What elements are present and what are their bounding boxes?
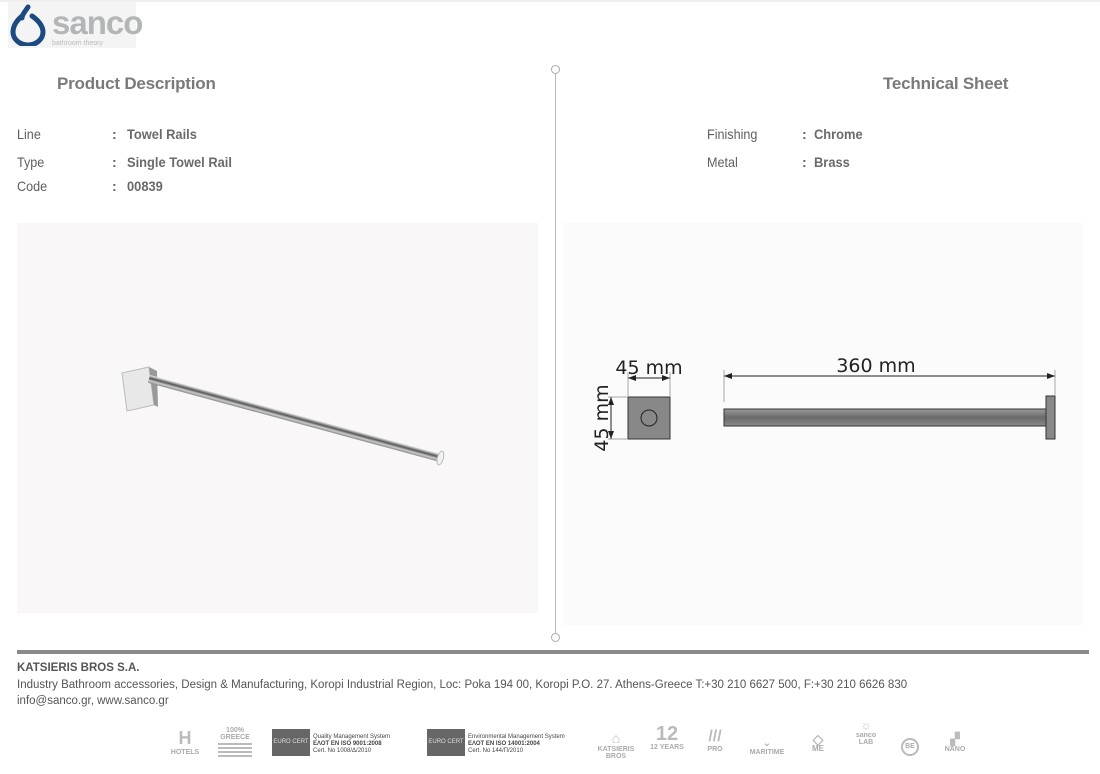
divider-dot (551, 65, 560, 74)
iso-9001-text: Quality Management System EΛΟΤ EN ISO 900… (313, 734, 391, 754)
dim-width: 45 mm (615, 357, 682, 379)
dim-height: 45 mm (591, 384, 613, 451)
rail-side (723, 408, 1047, 427)
eurocert-logo: EURO CERT (272, 729, 310, 756)
sanco-logo: sanco bathroom theory (8, 2, 143, 48)
spec-label: Type (17, 154, 45, 170)
company-name: KATSIERIS BROS S.A. (17, 662, 140, 674)
base-plate-front (627, 396, 671, 440)
technical-sheet-title: Technical Sheet (883, 74, 1009, 93)
logo-tagline: bathroom theory (52, 40, 103, 47)
spec-label: Code (17, 178, 48, 194)
product-description-title: Product Description (57, 74, 216, 93)
dim-length: 360 mm (836, 355, 915, 377)
company-contact: info@sanco.gr, www.sanco.gr (17, 695, 169, 707)
product-image (17, 223, 538, 613)
be-logo: BE (899, 738, 921, 756)
spec-label: Line (17, 126, 41, 142)
logo-wordmark: sanco (52, 4, 143, 41)
made-in-greece-logo: 100% GREECE (218, 727, 252, 757)
sanco-lab-logo: ☼ sanco LAB (855, 718, 877, 746)
footer-bar (17, 650, 1089, 654)
spec-value: Brass (814, 154, 850, 170)
spec-label: Metal (707, 154, 738, 170)
top-border (0, 0, 1100, 2)
eurocert-logo: EURO CERT (427, 729, 465, 756)
katsieris-logo: ⌂ KATSIERIS BROS (597, 730, 635, 760)
spec-value: Chrome (814, 126, 863, 142)
spec-label: Finishing (707, 126, 758, 142)
column-divider (555, 70, 556, 637)
spec-value: 00839 (127, 178, 163, 194)
towel-rail-photo (121, 366, 445, 466)
drop-icon (10, 4, 46, 46)
me-logo: ◇ ME (812, 731, 824, 753)
nano-logo: ▞ NANO (944, 732, 966, 753)
spec-value: Towel Rails (127, 126, 197, 142)
maritime-logo: ⌄ MARITIME (749, 738, 785, 756)
company-address: Industry Bathroom accessories, Design & … (17, 679, 908, 691)
pro-logo: ///PRO (707, 728, 723, 753)
hotels-logo: H HOTELS (170, 728, 200, 756)
12-years-logo: 12 12 YEARS (650, 723, 684, 751)
divider-dot (551, 633, 560, 642)
spec-value: Single Towel Rail (127, 154, 232, 170)
iso-14001-text: Environmental Management System EΛΟΤ EN I… (468, 734, 565, 754)
